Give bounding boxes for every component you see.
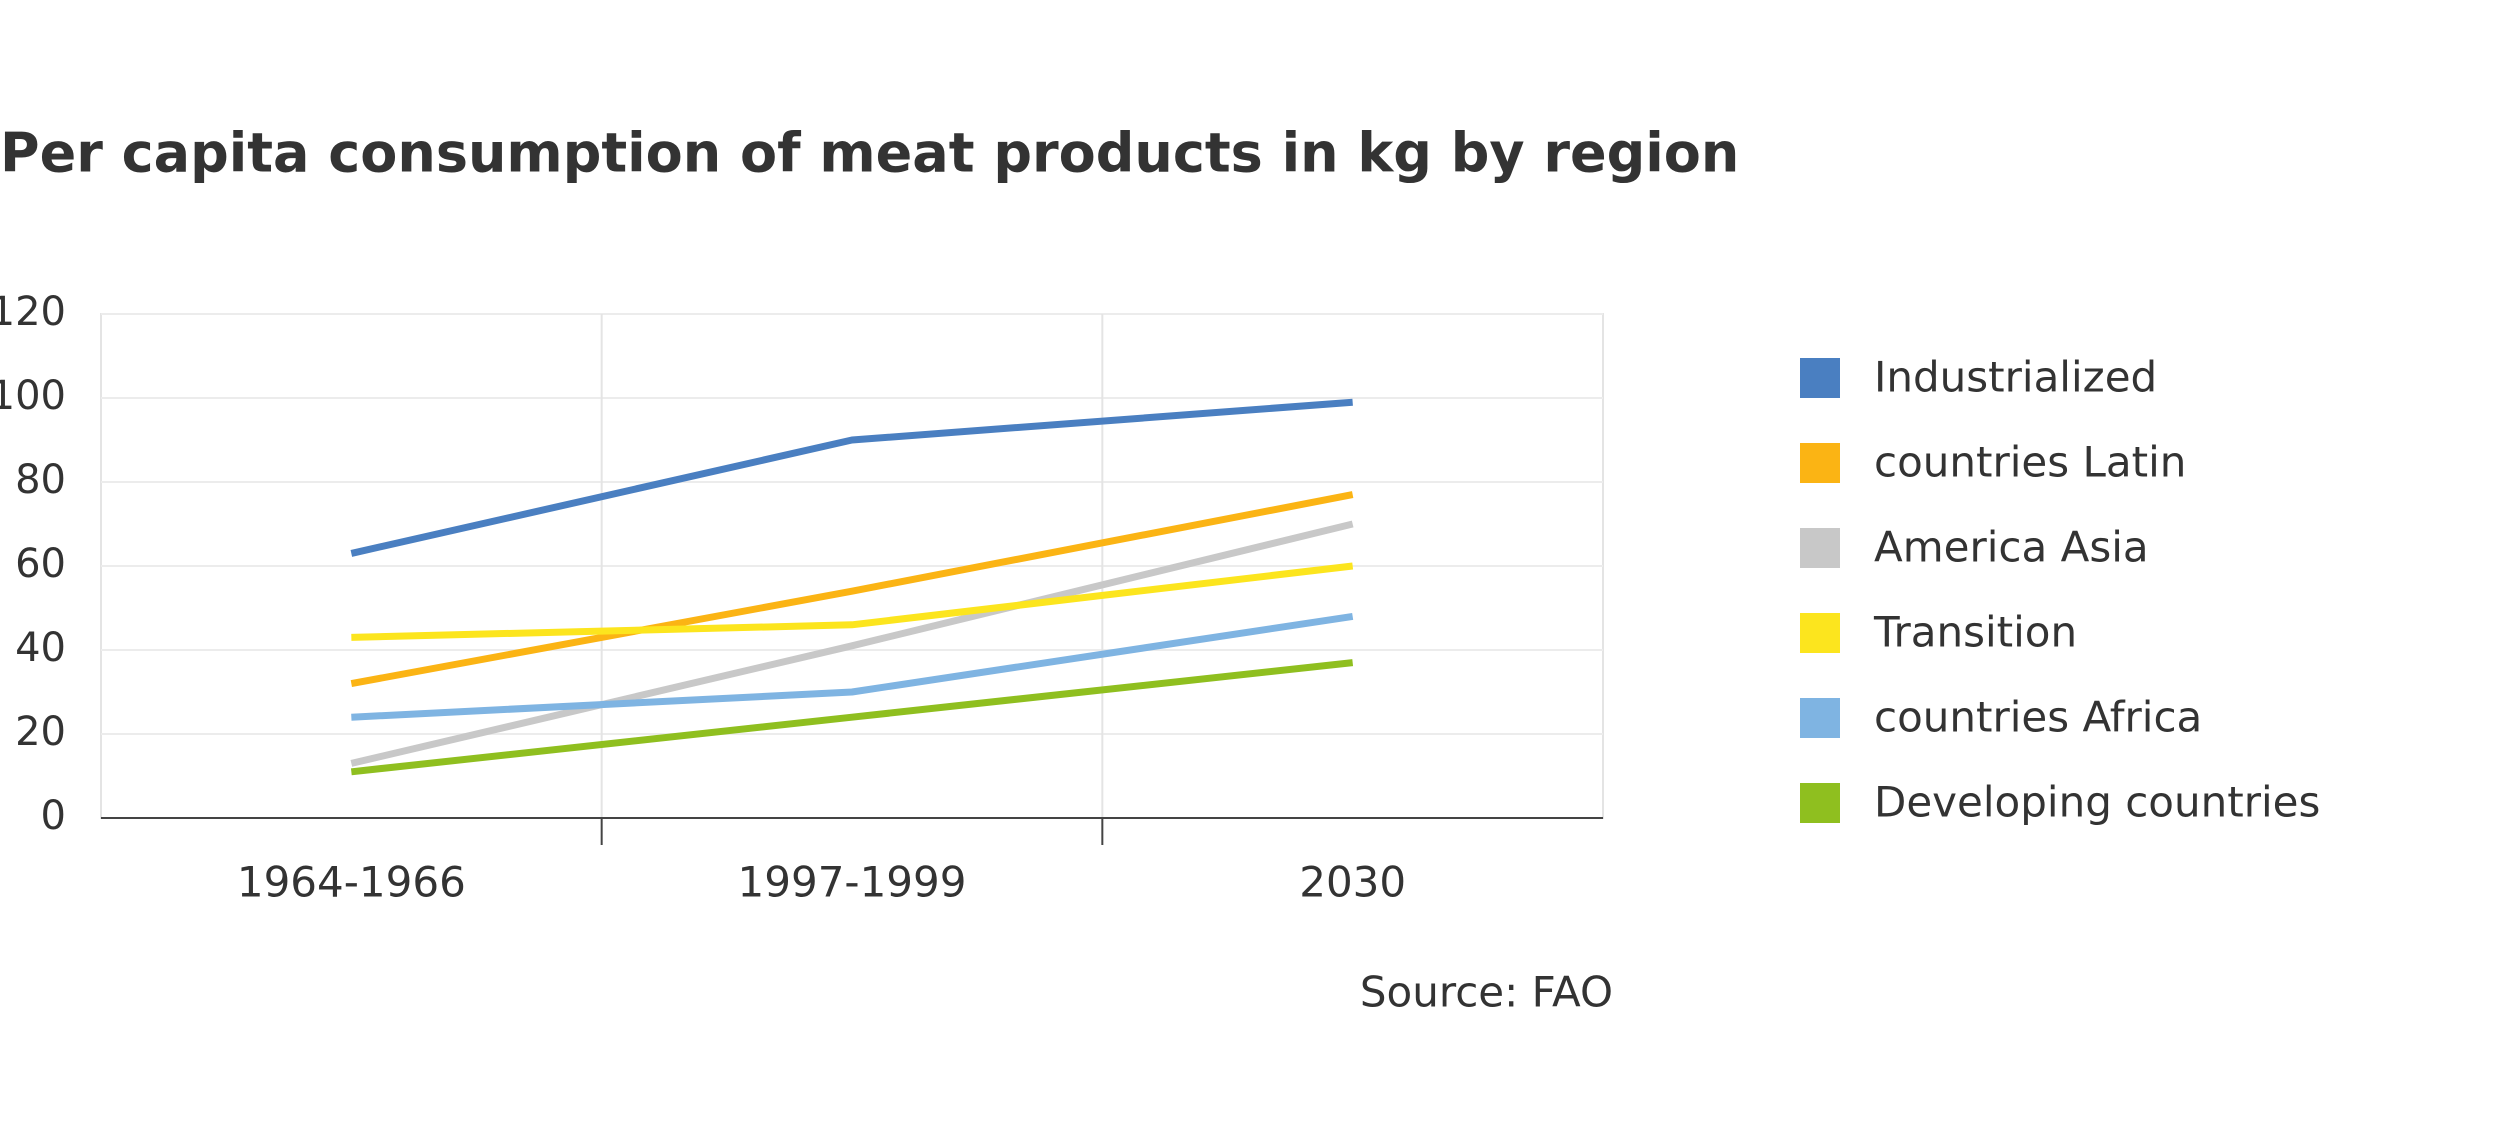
y-tick-label: 40 [15, 625, 66, 671]
legend-swatch [1800, 613, 1840, 653]
series-line [350, 491, 1354, 688]
legend-label: Industrialized [1874, 353, 2157, 402]
series-line [351, 562, 1354, 641]
series-line [351, 612, 1354, 721]
y-tick-label: 20 [15, 709, 66, 755]
legend-label: countries Africa [1874, 693, 2202, 742]
legend-swatch [1800, 528, 1840, 568]
y-tick-label: 120 [0, 289, 66, 335]
legend-label: Developing countries [1874, 778, 2320, 827]
legend-swatch [1800, 358, 1840, 398]
source: Source: FAO [1360, 968, 1613, 1017]
y-tick-label: 60 [15, 541, 66, 587]
legend-swatch [1800, 783, 1840, 823]
series-line [350, 398, 1353, 557]
x-tick-label: 2030 [1299, 858, 1406, 907]
x-tick-label: 1964-1966 [237, 858, 466, 907]
legend-label: America Asia [1874, 523, 2149, 572]
chart-title: Per capita consumption of meat products … [0, 122, 1739, 185]
legend-swatch [1800, 443, 1840, 483]
series-line [350, 520, 1354, 767]
y-tick-label: 0 [41, 793, 66, 839]
y-tick-label: 80 [15, 457, 66, 503]
y-tick-label: 100 [0, 373, 66, 419]
series-line [350, 659, 1354, 776]
legend-label: countries Latin [1874, 438, 2186, 487]
x-tick-label: 1997-1999 [738, 858, 967, 907]
legend-swatch [1800, 698, 1840, 738]
legend-label: Transition [1873, 608, 2077, 657]
